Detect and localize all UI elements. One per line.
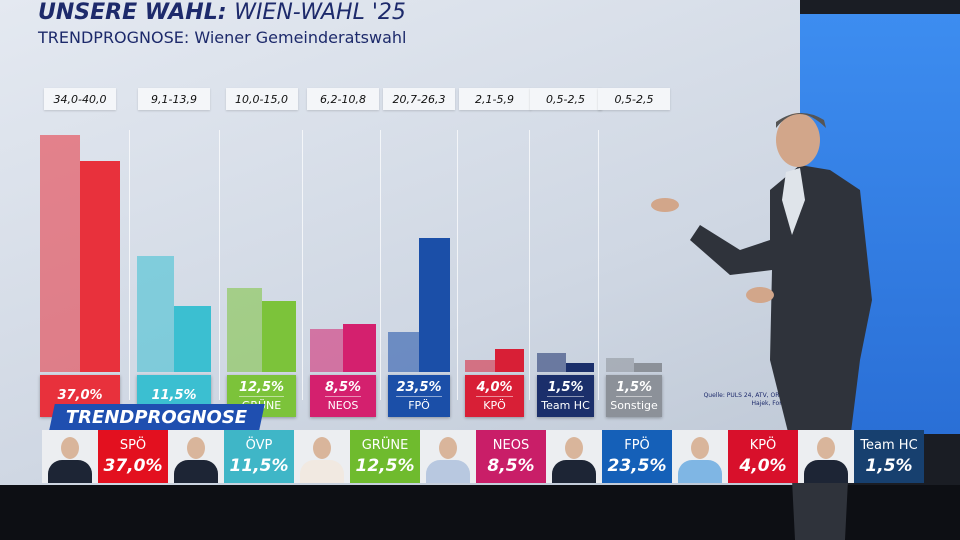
party-result: Team HC 1,5% — [854, 430, 924, 483]
column-divider — [457, 130, 458, 400]
column-divider — [302, 130, 303, 400]
ticker-item: Team HC 1,5% — [798, 430, 924, 483]
party-result: KPÖ 4,0% — [728, 430, 798, 483]
candidate-photo — [420, 430, 476, 483]
column-divider — [380, 130, 381, 400]
value-box: 1,5% Sonstige — [606, 375, 662, 417]
bar-current — [174, 306, 211, 372]
bar-previous — [227, 287, 262, 372]
candidate-photo — [798, 430, 854, 483]
candidate-photo — [42, 430, 98, 483]
range-label: 10,0-15,0 — [225, 88, 298, 110]
party-label: Sonstige — [610, 399, 658, 412]
value-box: 1,5% Team HC — [537, 375, 594, 417]
party-value: 1,5% — [865, 455, 913, 476]
bar-previous — [310, 329, 343, 372]
bar-current — [494, 349, 524, 372]
range-label: 9,1-13,9 — [138, 88, 210, 110]
party-label: Team HC — [541, 399, 590, 412]
bar-previous — [465, 360, 495, 372]
party-result: FPÖ 23,5% — [602, 430, 672, 483]
ticker-item: FPÖ 23,5% — [546, 430, 672, 483]
ticker-item: GRÜNE 12,5% — [294, 430, 420, 483]
value-label: 1,5% — [615, 380, 653, 397]
column-divider — [529, 130, 530, 400]
range-label: 0,5-2,5 — [529, 88, 602, 110]
party-name: FPÖ — [624, 437, 650, 453]
trendprognose-tab: TRENDPROGNOSE — [49, 404, 265, 430]
party-result: NEOS 8,5% — [476, 430, 546, 483]
results-ticker: SPÖ 37,0% ÖVP 11,5% GRÜNE 12,5% NEOS 8,5% FP… — [42, 430, 924, 483]
source-note: Quelle: PULS 24, ATV, ORF, APA, Hajek, F… — [703, 392, 800, 407]
ticker-item: ÖVP 11,5% — [168, 430, 294, 483]
bar-current — [634, 363, 662, 372]
bar-current — [80, 161, 120, 372]
party-name: GRÜNE — [361, 437, 409, 453]
party-name: SPÖ — [119, 437, 147, 453]
column-divider — [598, 130, 599, 400]
value-label: 8,5% — [324, 380, 362, 397]
party-value: 11,5% — [229, 455, 289, 476]
column-divider — [219, 130, 220, 400]
party-result: GRÜNE 12,5% — [350, 430, 420, 483]
bar-current — [565, 363, 594, 372]
bar-current — [261, 300, 296, 372]
party-name: ÖVP — [245, 437, 273, 453]
party-result: SPÖ 37,0% — [98, 430, 168, 483]
range-label: 34,0-40,0 — [44, 88, 116, 110]
bar-previous — [388, 331, 419, 372]
range-label: 20,7-26,3 — [383, 88, 455, 110]
party-value: 4,0% — [739, 455, 787, 476]
party-result: ÖVP 11,5% — [224, 430, 294, 483]
value-label: 23,5% — [396, 380, 442, 397]
bar-previous — [606, 357, 634, 372]
bar-current — [343, 323, 376, 372]
party-name: NEOS — [492, 437, 530, 453]
party-label: FPÖ — [408, 399, 430, 412]
title-rest: WIEN-WAHL '25 — [234, 0, 406, 25]
ticker-item: KPÖ 4,0% — [672, 430, 798, 483]
party-name: Team HC — [860, 437, 918, 453]
value-label: 12,5% — [238, 380, 285, 397]
range-label: 2,1-5,9 — [458, 88, 531, 110]
range-label: 6,2-10,8 — [307, 88, 379, 110]
column-divider — [129, 130, 130, 400]
party-label: KPÖ — [483, 399, 506, 412]
value-label: 4,0% — [476, 380, 513, 397]
party-value: 12,5% — [355, 455, 415, 476]
ticker-item: NEOS 8,5% — [420, 430, 546, 483]
value-label: 1,5% — [547, 380, 584, 397]
value-box: 23,5% FPÖ — [388, 375, 450, 417]
bar-previous — [137, 255, 174, 372]
page-title: UNSERE WAHL: WIEN-WAHL '25 — [38, 0, 406, 25]
party-value: 8,5% — [487, 455, 535, 476]
ticker-item: SPÖ 37,0% — [42, 430, 168, 483]
candidate-photo — [672, 430, 728, 483]
candidate-photo — [546, 430, 602, 483]
candidate-photo — [294, 430, 350, 483]
value-box: 8,5% NEOS — [310, 375, 376, 417]
bar-previous — [537, 353, 566, 372]
page-subtitle: TRENDPROGNOSE: Wiener Gemeinderatswahl — [38, 28, 407, 47]
party-value: 23,5% — [607, 455, 667, 476]
party-value: 37,0% — [103, 455, 163, 476]
candidate-photo — [168, 430, 224, 483]
bar-current — [419, 238, 450, 372]
bar-previous — [40, 134, 80, 372]
range-label: 0,5-2,5 — [598, 88, 670, 110]
party-label: NEOS — [327, 399, 359, 412]
party-name: KPÖ — [749, 437, 777, 453]
value-box: 4,0% KPÖ — [465, 375, 524, 417]
